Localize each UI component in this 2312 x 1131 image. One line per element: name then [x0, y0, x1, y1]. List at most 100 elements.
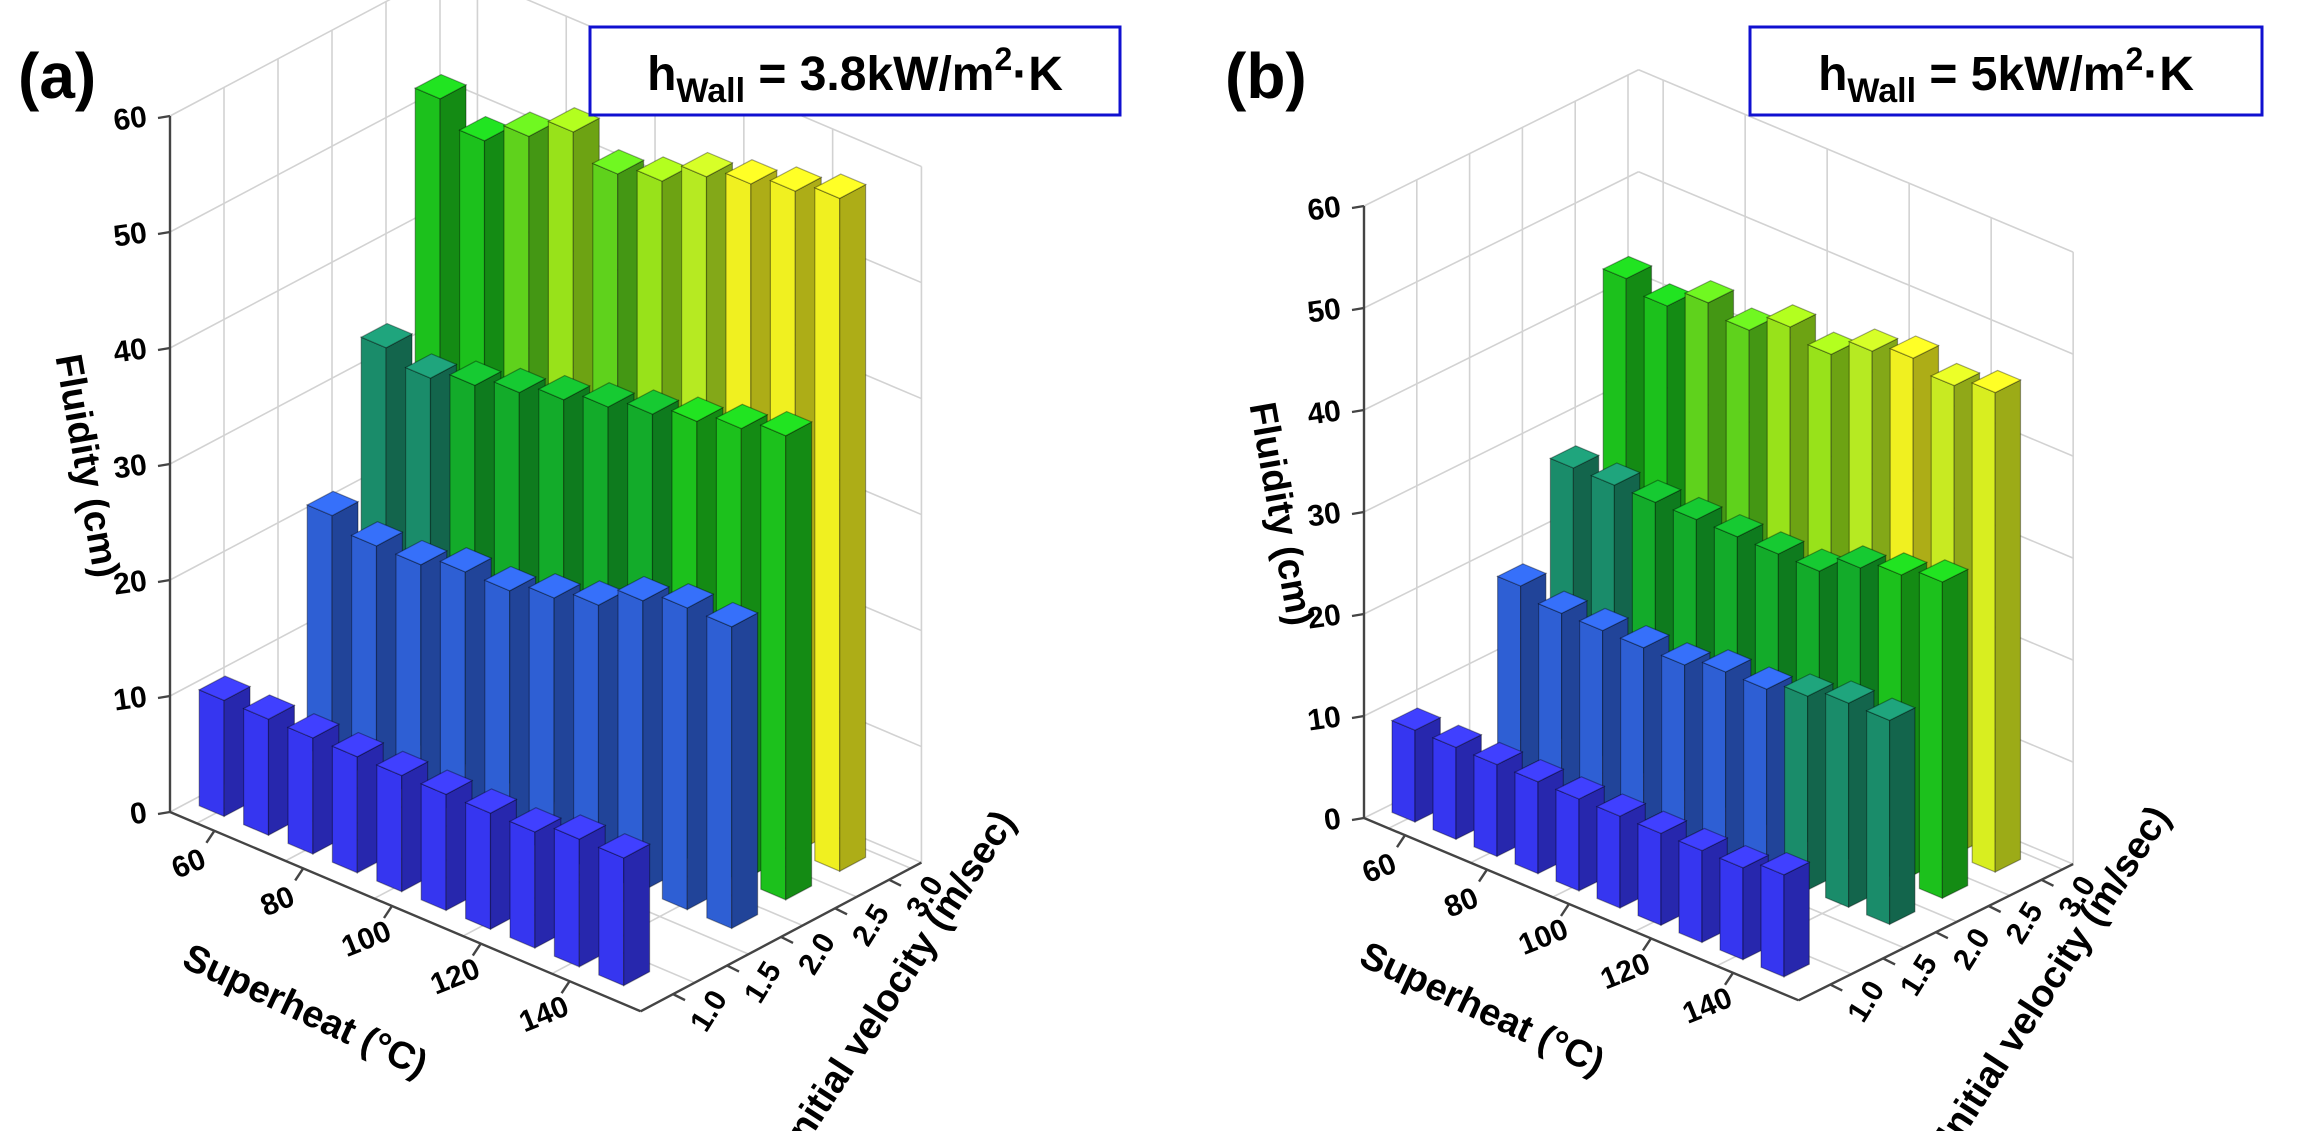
bar-top-face [626, 389, 680, 415]
z-tick-label: 60 [111, 100, 149, 137]
gridline [169, 82, 452, 233]
bar [661, 583, 715, 911]
y-tick-label: 1.0 [684, 985, 734, 1038]
bar-top-face [1677, 827, 1729, 852]
x-tick-label: 100 [1514, 913, 1573, 962]
z-tick-label: 30 [1305, 496, 1343, 533]
z-tick-mark [1351, 306, 1365, 312]
bar-top-face [1660, 642, 1712, 666]
bar [1865, 697, 1917, 926]
x-tick-mark [560, 980, 571, 994]
y-tick-mark [780, 935, 794, 944]
bar-front-face [598, 846, 625, 987]
z-tick-mark [157, 578, 171, 584]
x-tick-mark [471, 942, 482, 957]
bar-front-face [198, 688, 225, 818]
bar [572, 580, 626, 873]
bar-top-face [547, 107, 601, 133]
y-tick-label: 1.5 [738, 956, 788, 1009]
z-tick-mark [1351, 612, 1365, 618]
bar-top-face [1537, 590, 1589, 615]
z-tick-mark [157, 462, 171, 468]
bar-top-face [724, 159, 779, 185]
bar-top-face [553, 814, 607, 840]
bar-top-face [1472, 741, 1524, 766]
bar-top-face [616, 575, 671, 602]
x-axis [169, 810, 642, 1013]
bar [419, 769, 474, 912]
bar [350, 521, 404, 779]
panel-label: (b) [1225, 40, 1307, 112]
bar-top-face [670, 396, 725, 423]
z-tick-label: 10 [111, 680, 149, 717]
x-axis-title: Superheat (°C) [1353, 934, 1610, 1084]
y-axis [1798, 863, 2074, 1002]
bar-top-face [1554, 776, 1606, 800]
y-tick-mark [888, 878, 902, 887]
bar-top-face [715, 403, 769, 430]
gridline [169, 198, 452, 349]
x-tick-label: 60 [167, 842, 210, 885]
bar-side-face [1941, 568, 1969, 900]
gridline [1363, 171, 1639, 309]
gridline [1638, 69, 2074, 253]
bar-front-face [1496, 575, 1522, 771]
x-tick-mark [1560, 903, 1570, 917]
bar-top-face [439, 547, 493, 573]
bar [1759, 851, 1811, 978]
x-tick-mark [1724, 972, 1734, 986]
gridline [1363, 273, 1639, 411]
z-tick-mark [157, 810, 171, 816]
x-tick-label: 100 [337, 915, 396, 964]
bar-top-face [1759, 851, 1811, 876]
bar [375, 750, 429, 893]
bar-top-face [483, 565, 537, 592]
bar-front-face [287, 726, 314, 855]
y-tick-label: 2.5 [846, 899, 896, 952]
y-tick-mark [1935, 931, 1949, 940]
bar-front-face [420, 782, 447, 912]
bar [464, 788, 518, 931]
bar-top-face [375, 750, 429, 777]
y-tick-mark [1829, 983, 1843, 992]
bar [331, 731, 385, 874]
z-tick-mark [157, 694, 171, 700]
bar-front-face [465, 801, 492, 931]
z-tick-label: 40 [111, 332, 149, 369]
bar-top-face [413, 73, 468, 100]
bar-top-face [769, 166, 823, 192]
bar-top-face [1888, 335, 1940, 359]
bar-side-face [731, 612, 759, 930]
x-tick-mark [205, 830, 216, 844]
z-tick-mark [157, 230, 171, 236]
bar-top-face [1718, 844, 1770, 869]
y-tick-mark [1988, 904, 2002, 914]
bar [305, 490, 360, 761]
bar-top-face [1929, 362, 1981, 387]
bar-front-face [1537, 602, 1563, 788]
bar [705, 601, 759, 930]
z-tick-label: 30 [111, 448, 149, 485]
bar-top-face [1548, 445, 1601, 469]
bar-front-face [243, 707, 270, 837]
bar [394, 539, 449, 798]
gridline [169, 0, 391, 117]
bar-side-face [1888, 706, 1916, 926]
bar-front-face [814, 186, 841, 873]
bar-top-face [813, 173, 867, 200]
z-tick-label: 40 [1305, 394, 1343, 431]
x-tick-mark [1642, 937, 1652, 952]
bar [197, 675, 252, 818]
y-tick-label: 2.5 [2000, 897, 2050, 950]
bar [813, 173, 867, 873]
y-tick-label: 2.0 [1947, 923, 1997, 976]
z-tick-mark [1351, 816, 1365, 822]
z-tick-label: 60 [1305, 190, 1343, 227]
bar-front-face [706, 615, 733, 930]
bar-front-face [1637, 822, 1662, 927]
z-tick-mark [1351, 510, 1365, 516]
bar [439, 547, 493, 817]
bar-front-face [1865, 709, 1891, 926]
x-tick-mark [1478, 868, 1488, 883]
